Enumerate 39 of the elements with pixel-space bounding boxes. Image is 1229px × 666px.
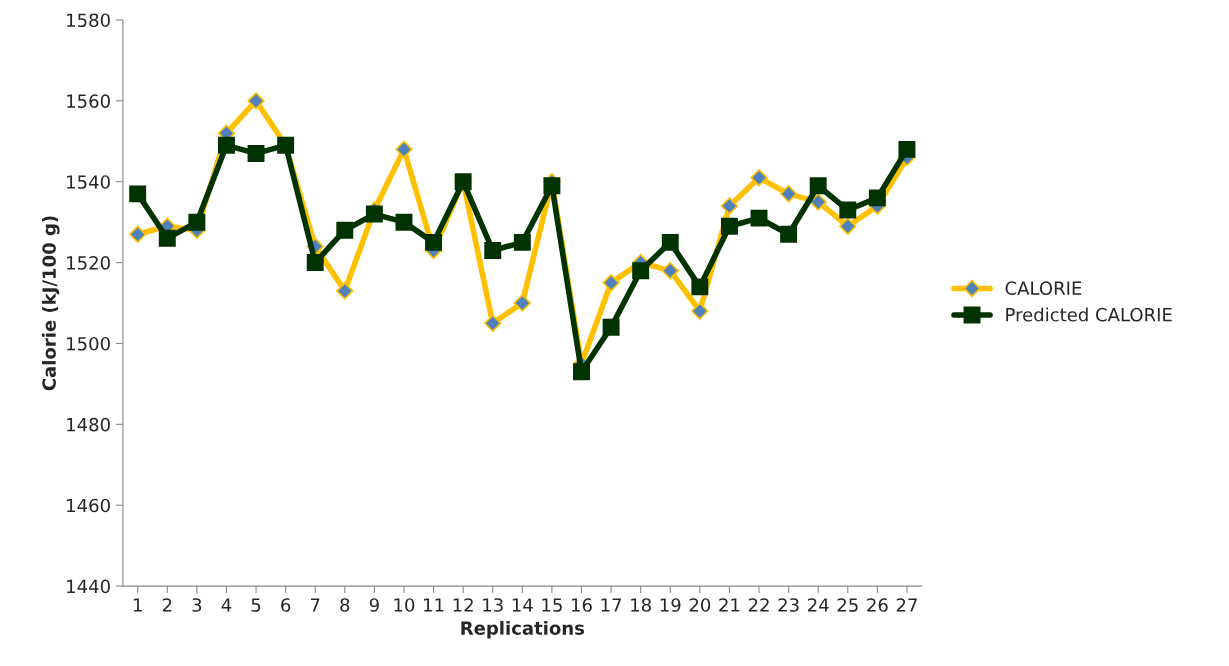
x-tick-label: 24 bbox=[808, 598, 829, 612]
x-tick-label: 19 bbox=[660, 598, 681, 612]
y-tick-label: 1500 bbox=[67, 336, 110, 351]
x-tick-label: 22 bbox=[748, 598, 769, 612]
y-tick-label: 1580 bbox=[67, 13, 110, 28]
x-tick-label: 14 bbox=[512, 598, 533, 612]
x-tick-label: 1 bbox=[133, 598, 142, 612]
x-tick-label: 8 bbox=[340, 598, 350, 612]
x-tick-label: 18 bbox=[631, 598, 651, 612]
x-tick-label: 20 bbox=[689, 598, 711, 612]
x-tick-label: 10 bbox=[394, 598, 415, 612]
x-tick-label: 15 bbox=[542, 598, 562, 612]
x-tick-label: 2 bbox=[162, 598, 172, 612]
x-tick-label: 7 bbox=[310, 598, 320, 612]
x-tick-label: 25 bbox=[837, 598, 858, 612]
x-tick-label: 12 bbox=[453, 598, 473, 612]
x-tick-label: 9 bbox=[369, 598, 379, 612]
x-tick-label: 27 bbox=[896, 598, 917, 612]
y-tick-label: 1480 bbox=[67, 417, 110, 432]
x-tick-label: 13 bbox=[483, 598, 503, 612]
x-tick-label: 11 bbox=[424, 598, 444, 612]
x-axis-title: Replications bbox=[461, 620, 585, 639]
x-tick-label: 6 bbox=[281, 598, 291, 612]
y-tick-label: 1520 bbox=[67, 256, 110, 270]
x-tick-label: 21 bbox=[719, 598, 740, 612]
legend-label: Predicted CALORIE bbox=[1006, 307, 1172, 322]
x-tick-label: 3 bbox=[192, 598, 202, 612]
y-tick-label: 1560 bbox=[67, 94, 110, 108]
y-axis-title: Calorie (kJ/100 g) bbox=[41, 216, 60, 391]
y-tick-label: 1540 bbox=[67, 175, 110, 189]
x-tick-label: 17 bbox=[601, 598, 622, 612]
x-tick-label: 26 bbox=[867, 598, 888, 612]
y-tick-label: 1440 bbox=[67, 579, 110, 594]
x-tick-label: 5 bbox=[251, 598, 261, 612]
legend-label: CALORIE bbox=[1005, 281, 1082, 296]
x-tick-label: 16 bbox=[571, 598, 592, 612]
x-tick-label: 23 bbox=[778, 598, 799, 612]
y-tick-label: 1460 bbox=[67, 498, 110, 513]
x-tick-label: 4 bbox=[221, 598, 232, 612]
